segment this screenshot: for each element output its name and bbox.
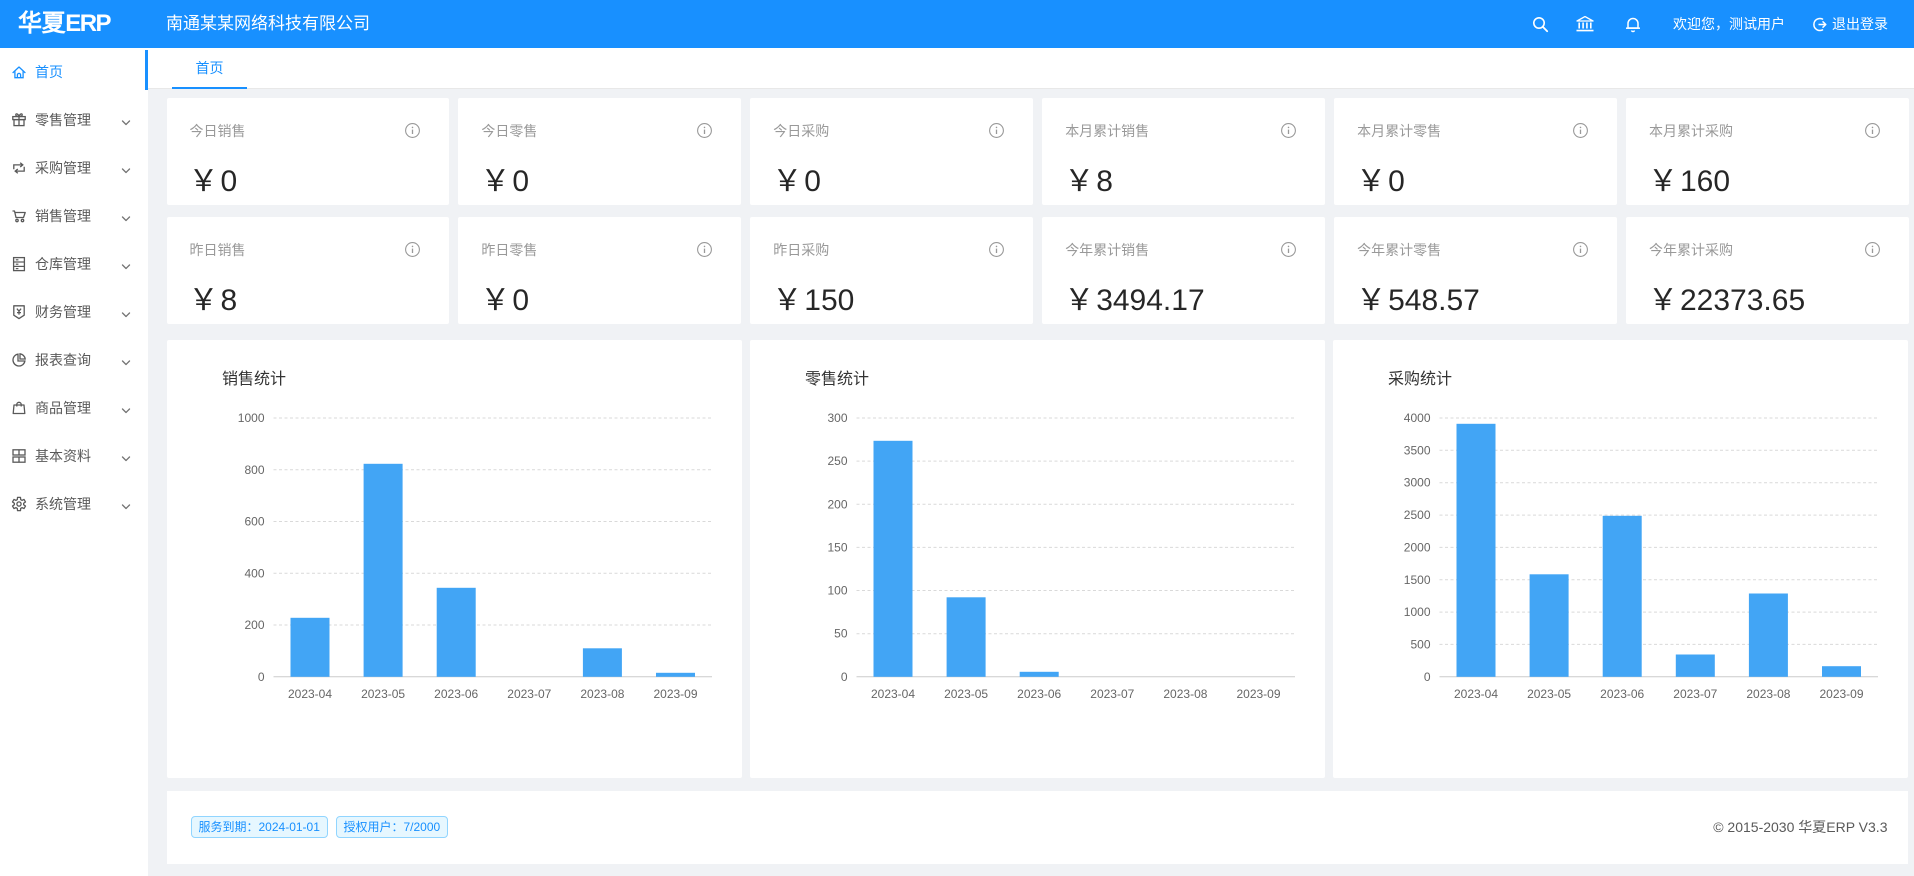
svg-text:0: 0 (257, 670, 264, 684)
svg-text:2023-06: 2023-06 (1600, 687, 1644, 701)
svg-text:采购统计: 采购统计 (1388, 370, 1452, 388)
svg-text:2023-07: 2023-07 (507, 687, 551, 701)
svg-text:2023-06: 2023-06 (434, 687, 478, 701)
svg-text:500: 500 (1411, 637, 1431, 651)
svg-text:50: 50 (834, 627, 848, 641)
svg-text:1000: 1000 (237, 411, 264, 425)
svg-text:1500: 1500 (1404, 573, 1431, 587)
svg-text:1000: 1000 (1404, 605, 1431, 619)
svg-text:3000: 3000 (1404, 476, 1431, 490)
svg-text:销售统计: 销售统计 (222, 370, 286, 388)
svg-text:2023-08: 2023-08 (580, 687, 624, 701)
svg-text:2023-09: 2023-09 (1236, 687, 1280, 701)
svg-text:2023-05: 2023-05 (361, 687, 405, 701)
svg-text:400: 400 (244, 566, 264, 580)
svg-text:2023-09: 2023-09 (1820, 687, 1864, 701)
svg-text:2023-04: 2023-04 (1454, 687, 1498, 701)
svg-text:2023-06: 2023-06 (1017, 687, 1061, 701)
svg-text:2023-08: 2023-08 (1747, 687, 1791, 701)
svg-text:0: 0 (1424, 670, 1431, 684)
svg-text:250: 250 (827, 454, 847, 468)
svg-text:2023-07: 2023-07 (1674, 687, 1718, 701)
svg-text:零售统计: 零售统计 (805, 370, 869, 388)
svg-text:2000: 2000 (1404, 540, 1431, 554)
svg-text:2023-04: 2023-04 (287, 687, 331, 701)
svg-text:200: 200 (827, 497, 847, 511)
svg-text:2023-09: 2023-09 (653, 687, 697, 701)
svg-text:150: 150 (827, 540, 847, 554)
svg-text:800: 800 (244, 463, 264, 477)
svg-text:2023-05: 2023-05 (1527, 687, 1571, 701)
svg-text:4000: 4000 (1404, 411, 1431, 425)
svg-text:2023-04: 2023-04 (871, 687, 915, 701)
svg-text:2023-08: 2023-08 (1163, 687, 1207, 701)
svg-text:0: 0 (841, 670, 848, 684)
svg-text:2023-07: 2023-07 (1090, 687, 1134, 701)
svg-text:2500: 2500 (1404, 508, 1431, 522)
svg-text:3500: 3500 (1404, 443, 1431, 457)
svg-text:100: 100 (827, 584, 847, 598)
svg-text:2023-05: 2023-05 (944, 687, 988, 701)
svg-text:600: 600 (244, 515, 264, 529)
svg-text:200: 200 (244, 618, 264, 632)
svg-text:300: 300 (827, 411, 847, 425)
